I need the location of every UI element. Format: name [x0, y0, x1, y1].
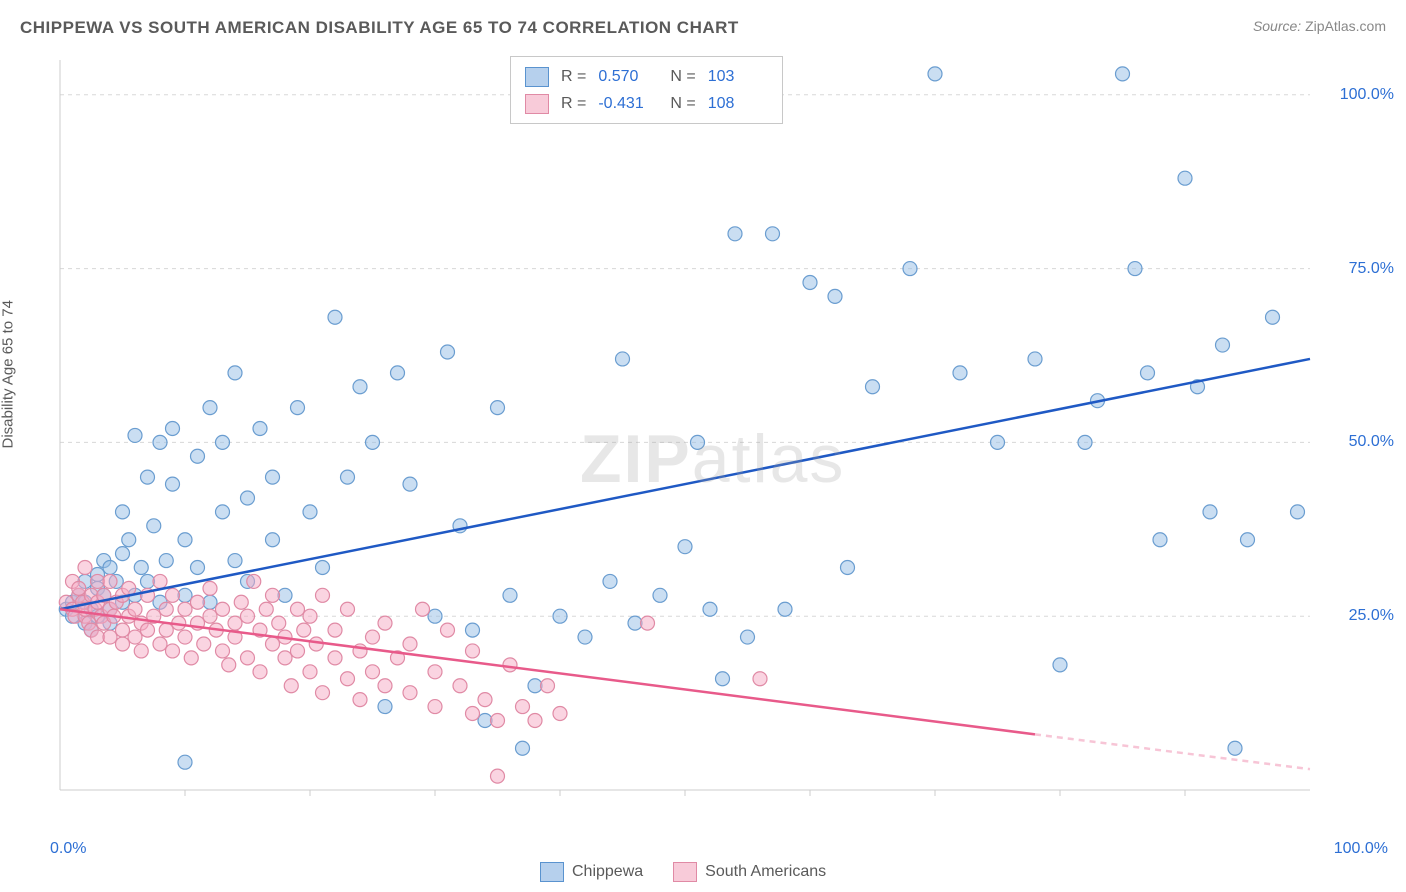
- r-label: R =: [561, 63, 586, 90]
- swatch-south-americans: [525, 94, 549, 114]
- correlation-legend: R = 0.570 N = 103 R = -0.431 N = 108: [510, 56, 783, 124]
- x-tick-label: 0.0%: [50, 840, 86, 858]
- chart-area: [50, 50, 1370, 830]
- y-tick-label: 25.0%: [1349, 607, 1394, 625]
- r-label: R =: [561, 90, 586, 117]
- chart-title: CHIPPEWA VS SOUTH AMERICAN DISABILITY AG…: [20, 18, 739, 38]
- legend-row-south-americans: R = -0.431 N = 108: [525, 90, 768, 117]
- r-value-south-americans: -0.431: [598, 90, 658, 117]
- swatch-chippewa: [525, 67, 549, 87]
- source-label: Source:: [1253, 18, 1301, 34]
- n-value-chippewa: 103: [708, 63, 768, 90]
- swatch-south-americans: [673, 862, 697, 882]
- source-value: ZipAtlas.com: [1305, 18, 1386, 34]
- legend-label-south-americans: South Americans: [705, 863, 826, 881]
- swatch-chippewa: [540, 862, 564, 882]
- x-tick-label: 100.0%: [1334, 840, 1388, 858]
- legend-item-chippewa: Chippewa: [540, 862, 643, 882]
- y-axis-label: Disability Age 65 to 74: [0, 300, 17, 448]
- scatter-chart-svg: [50, 50, 1370, 830]
- y-tick-label: 75.0%: [1349, 260, 1394, 278]
- legend-label-chippewa: Chippewa: [572, 863, 643, 881]
- legend-row-chippewa: R = 0.570 N = 103: [525, 63, 768, 90]
- r-value-chippewa: 0.570: [598, 63, 658, 90]
- n-label: N =: [670, 90, 695, 117]
- n-label: N =: [670, 63, 695, 90]
- y-tick-label: 50.0%: [1349, 433, 1394, 451]
- n-value-south-americans: 108: [708, 90, 768, 117]
- y-tick-label: 100.0%: [1340, 86, 1394, 104]
- legend-item-south-americans: South Americans: [673, 862, 826, 882]
- series-legend: Chippewa South Americans: [540, 862, 826, 882]
- source-attribution: Source: ZipAtlas.com: [1253, 18, 1386, 34]
